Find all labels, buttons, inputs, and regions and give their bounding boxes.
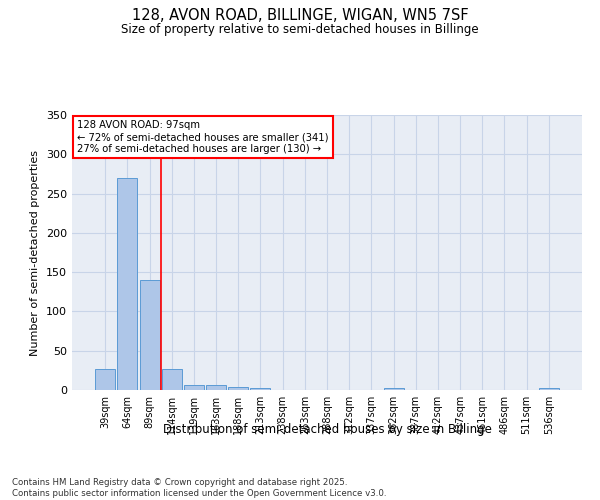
Text: 128 AVON ROAD: 97sqm
← 72% of semi-detached houses are smaller (341)
27% of semi: 128 AVON ROAD: 97sqm ← 72% of semi-detac… [77,120,329,154]
Text: Contains HM Land Registry data © Crown copyright and database right 2025.
Contai: Contains HM Land Registry data © Crown c… [12,478,386,498]
Bar [250,388,271,390]
Bar [140,280,160,390]
Bar [184,384,204,390]
Bar [118,178,137,390]
Y-axis label: Number of semi-detached properties: Number of semi-detached properties [31,150,40,356]
Text: Distribution of semi-detached houses by size in Billinge: Distribution of semi-detached houses by … [163,422,491,436]
Bar [162,369,182,390]
Text: Size of property relative to semi-detached houses in Billinge: Size of property relative to semi-detach… [121,22,479,36]
Bar [228,387,248,390]
Bar [206,384,226,390]
Bar [95,369,115,390]
Bar [539,388,559,390]
Bar [383,388,404,390]
Text: 128, AVON ROAD, BILLINGE, WIGAN, WN5 7SF: 128, AVON ROAD, BILLINGE, WIGAN, WN5 7SF [131,8,469,22]
